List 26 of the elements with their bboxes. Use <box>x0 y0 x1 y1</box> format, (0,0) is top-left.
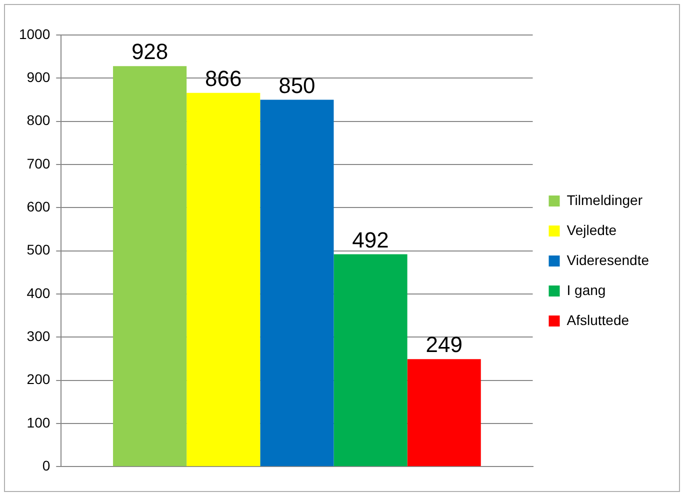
bar <box>407 359 481 466</box>
bar <box>334 254 408 466</box>
data-label: 928 <box>131 39 168 64</box>
y-tick-label: 600 <box>26 198 50 214</box>
data-label: 866 <box>205 66 242 91</box>
legend-label: Afsluttede <box>566 312 630 328</box>
legend-label: Videresendte <box>566 252 650 268</box>
bar <box>186 92 260 466</box>
data-label: 492 <box>352 227 389 252</box>
legend-label: Tilmeldinger <box>566 192 643 208</box>
y-tick-label: 400 <box>26 284 50 301</box>
y-tick-label: 700 <box>26 155 50 172</box>
y-tick-label: 100 <box>26 414 50 430</box>
y-tick-label: 0 <box>42 457 50 474</box>
legend-label: Vejledte <box>566 222 617 238</box>
y-tick-label: 800 <box>26 112 50 128</box>
y-tick-label: 1000 <box>18 26 50 42</box>
y-tick-label: 500 <box>26 242 50 258</box>
data-label: 850 <box>278 72 316 98</box>
bar <box>260 100 334 466</box>
y-tick-label: 300 <box>26 328 50 344</box>
legend-label: I gang <box>566 282 606 298</box>
y-tick-label: 900 <box>26 69 50 86</box>
data-label: 249 <box>426 332 462 358</box>
y-tick-label: 200 <box>26 371 50 388</box>
bar <box>113 66 187 466</box>
